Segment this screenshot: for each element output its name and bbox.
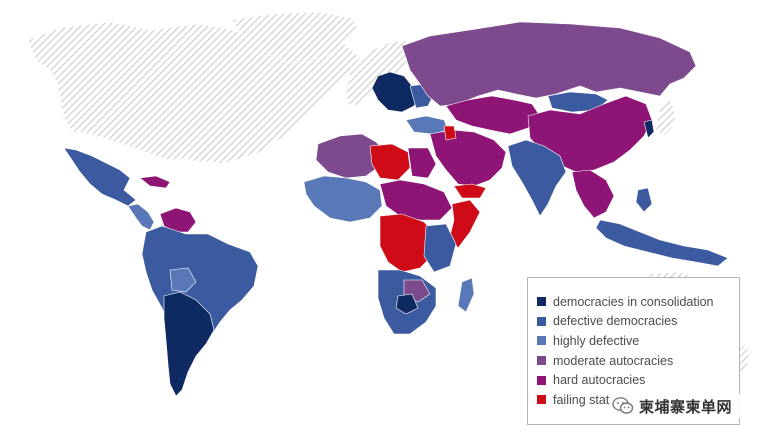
- region-bolivia: [169, 267, 197, 293]
- legend-swatch: [537, 336, 546, 346]
- region-russia: [401, 21, 697, 107]
- region-east-africa: [423, 223, 457, 273]
- region-greenland: [231, 11, 359, 63]
- watermark: 柬埔寨柬单网: [612, 394, 741, 418]
- region-south-asia: [507, 139, 567, 217]
- legend-label: defective democracies: [553, 314, 678, 329]
- region-madagascar: [457, 277, 475, 313]
- legend-item-hard-autocracies: hard autocracies: [537, 370, 739, 390]
- region-sahel: [379, 179, 453, 221]
- legend-swatch: [537, 356, 546, 366]
- legend-label: failing stat: [553, 392, 610, 407]
- region-philippines: [635, 187, 653, 213]
- legend-swatch: [537, 375, 546, 385]
- legend-item-democracies-in-consolidation: democracies in consolidation: [537, 292, 739, 312]
- region-middle-east: [429, 129, 507, 187]
- asia: [401, 21, 729, 267]
- region-west-africa: [303, 175, 383, 223]
- legend-item-defective-democracies: defective democracies: [537, 312, 739, 332]
- region-horn-of-africa: [449, 199, 481, 249]
- region-mexico: [63, 147, 137, 207]
- legend-label: highly defective: [553, 333, 640, 348]
- legend-swatch: [537, 316, 546, 326]
- africa: [303, 133, 481, 335]
- region-southeast-asia: [571, 169, 615, 219]
- region-southern-cone: [163, 291, 215, 397]
- region-indonesia-philippines: [595, 219, 729, 267]
- region-syria: [443, 125, 457, 141]
- legend-item-highly-defective: highly defective: [537, 331, 739, 351]
- region-japan: [655, 99, 677, 137]
- legend-swatch: [537, 395, 546, 405]
- region-korea: [643, 119, 655, 139]
- legend-item-failing-states: failing stat: [537, 390, 739, 410]
- legend-label: hard autocracies: [553, 373, 646, 388]
- region-turkey: [405, 115, 449, 135]
- region-cuba: [139, 175, 171, 189]
- region-central-europe: [371, 71, 421, 113]
- europe: [371, 71, 449, 135]
- legend-label: democracies in consolidation: [553, 294, 714, 309]
- region-botswana: [395, 293, 419, 315]
- wechat-icon: [612, 397, 634, 414]
- region-egypt: [407, 147, 437, 179]
- legend-item-moderate-autocracies: moderate autocracies: [537, 351, 739, 371]
- region-central-america: [127, 203, 155, 231]
- americas: [63, 147, 259, 397]
- region-yemen: [453, 183, 487, 199]
- watermark-text: 柬埔寨柬单网: [639, 397, 733, 416]
- legend-swatch: [537, 297, 546, 307]
- region-libya: [369, 143, 411, 181]
- legend-label: moderate autocracies: [553, 353, 674, 368]
